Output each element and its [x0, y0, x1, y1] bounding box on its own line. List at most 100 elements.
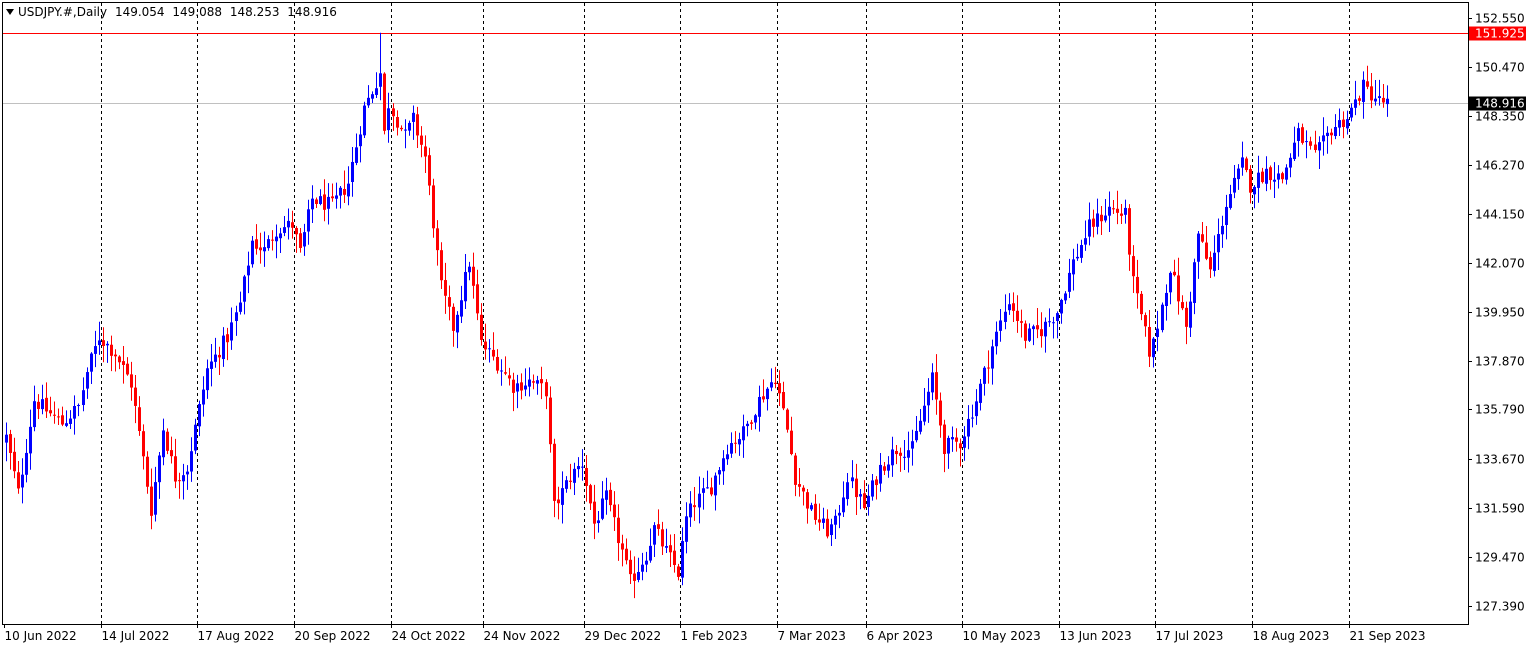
bear-candle: [1040, 329, 1043, 337]
bear-candle: [1342, 119, 1345, 127]
bull-candle: [1213, 252, 1216, 271]
bull-candle: [1338, 120, 1341, 128]
bear-candle: [315, 199, 318, 204]
bull-candle: [319, 196, 322, 204]
bear-candle: [1128, 208, 1131, 255]
bear-candle: [778, 383, 781, 394]
bear-candle: [126, 363, 129, 375]
bear-candle: [1249, 169, 1252, 193]
bull-candle: [995, 331, 998, 347]
bear-candle: [532, 381, 535, 383]
time-axis-label: 6 Apr 2023: [867, 629, 934, 643]
bull-candle: [931, 372, 934, 393]
bull-candle: [1076, 256, 1079, 259]
bull-candle: [754, 415, 757, 423]
price-axis-label: 148.350: [1475, 110, 1525, 124]
bear-candle: [553, 443, 556, 501]
bull-candle: [947, 437, 950, 454]
bear-candle: [1177, 275, 1180, 302]
bull-candle: [367, 97, 370, 106]
bull-candle: [106, 343, 109, 346]
bull-candle: [239, 302, 242, 312]
bear-candle: [174, 456, 177, 482]
bear-candle: [1245, 158, 1248, 171]
bull-candle: [1257, 172, 1260, 188]
price-axis-label: 135.790: [1475, 403, 1525, 417]
alert-price-tag: [1469, 26, 1526, 41]
bull-candle: [222, 335, 225, 360]
bull-candle: [1056, 313, 1059, 321]
bull-candle: [460, 300, 463, 317]
bear-candle: [883, 466, 886, 471]
bull-candle: [565, 480, 568, 489]
close-value: 148.916: [287, 5, 337, 19]
bull-candle: [190, 451, 193, 472]
bear-candle: [1269, 167, 1272, 181]
bear-candle: [420, 135, 423, 145]
bull-candle: [1008, 304, 1011, 311]
bear-candle: [609, 489, 612, 506]
bull-candle: [971, 417, 974, 419]
bull-candle: [210, 361, 213, 369]
bear-candle: [1036, 325, 1039, 330]
collapse-triangle-icon[interactable]: [6, 9, 14, 15]
bear-candle: [444, 280, 447, 296]
price-axis-label: 133.670: [1475, 453, 1525, 467]
bull-candle: [1233, 177, 1236, 193]
time-axis-label: 10 May 2023: [963, 629, 1041, 643]
bear-candle: [118, 356, 121, 363]
bear-candle: [585, 467, 588, 486]
bull-candle: [528, 379, 531, 387]
bull-candle: [637, 571, 640, 580]
price-axis-label: 150.470: [1475, 61, 1525, 75]
bull-candle: [1032, 326, 1035, 330]
bull-candle: [198, 404, 201, 427]
bull-candle: [1052, 322, 1055, 324]
bull-candle: [351, 161, 354, 182]
price-axis-label: 144.150: [1475, 208, 1525, 222]
bear-candle: [1309, 141, 1312, 146]
price-axis-label: 142.070: [1475, 257, 1525, 271]
bull-candle: [851, 477, 854, 482]
bull-candle: [1346, 119, 1349, 129]
bear-candle: [943, 424, 946, 455]
bear-candle: [448, 297, 451, 307]
bear-candle: [432, 185, 435, 229]
bear-candle: [1205, 242, 1208, 259]
bull-candle: [1169, 272, 1172, 293]
bull-candle: [516, 383, 519, 392]
bull-candle: [33, 401, 36, 428]
bull-candle: [1241, 157, 1244, 168]
bear-candle: [299, 233, 302, 248]
bear-candle: [677, 566, 680, 577]
bull-candle: [1334, 126, 1337, 137]
bull-candle: [903, 456, 906, 458]
bull-candle: [887, 464, 890, 471]
bull-candle: [69, 418, 72, 424]
time-axis-label: 24 Nov 2022: [484, 629, 561, 643]
bear-candle: [428, 155, 431, 186]
bear-candle: [122, 361, 125, 365]
bear-candle: [142, 431, 145, 457]
bull-candle: [746, 423, 749, 427]
price-axis-label: 131.590: [1475, 502, 1525, 516]
time-axis-label: 20 Sep 2022: [295, 629, 371, 643]
bull-candle: [1028, 328, 1031, 341]
bull-candle: [251, 240, 254, 265]
bear-candle: [589, 485, 592, 504]
bull-candle: [1273, 179, 1276, 182]
bull-candle: [194, 424, 197, 451]
bear-candle: [855, 478, 858, 498]
bull-candle: [1326, 132, 1329, 137]
bear-candle: [633, 573, 636, 581]
bear-candle: [259, 247, 262, 251]
bear-candle: [613, 504, 616, 518]
bear-candle: [939, 400, 942, 426]
bull-candle: [41, 399, 44, 410]
bull-candle: [1156, 328, 1159, 338]
open-value: 149.054: [114, 5, 165, 19]
bull-candle: [379, 73, 382, 87]
bear-candle: [1301, 127, 1304, 143]
bear-candle: [693, 505, 696, 508]
